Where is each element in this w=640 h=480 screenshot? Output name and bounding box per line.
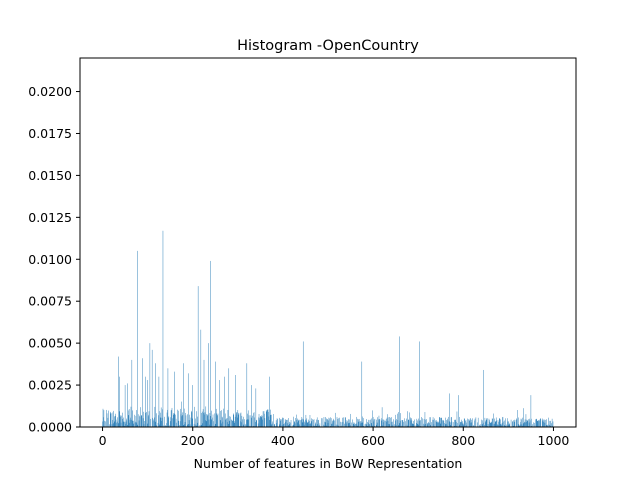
y-tick-label: 0.0000 [28, 420, 72, 435]
y-tick-label: 0.0125 [28, 210, 72, 225]
y-tick-label: 0.0025 [28, 378, 72, 393]
x-tick-label: 400 [271, 433, 295, 448]
x-tick-label: 600 [361, 433, 385, 448]
y-tick-label: 0.0075 [28, 294, 72, 309]
y-tick-label: 0.0200 [28, 84, 72, 99]
x-tick-label: 1000 [538, 433, 570, 448]
y-tick-label: 0.0150 [28, 168, 72, 183]
y-tick-label: 0.0100 [28, 252, 72, 267]
y-axis: 0.0000 0.0025 0.0050 0.0075 0.0100 0.0125 0.01… [28, 84, 80, 435]
plot-frame [79, 57, 577, 428]
x-axis: 0 200 400 600 800 1000 [99, 427, 570, 448]
chart-title: Histogram -OpenCountry [237, 38, 419, 54]
y-tick-label: 0.0175 [28, 126, 72, 141]
x-tick-label: 0 [99, 433, 107, 448]
x-tick-label: 200 [181, 433, 205, 448]
x-axis-label: Number of features in BoW Representation [194, 456, 463, 471]
bars-group [102, 230, 554, 428]
y-tick-label: 0.0050 [28, 336, 72, 351]
x-tick-label: 800 [451, 433, 475, 448]
